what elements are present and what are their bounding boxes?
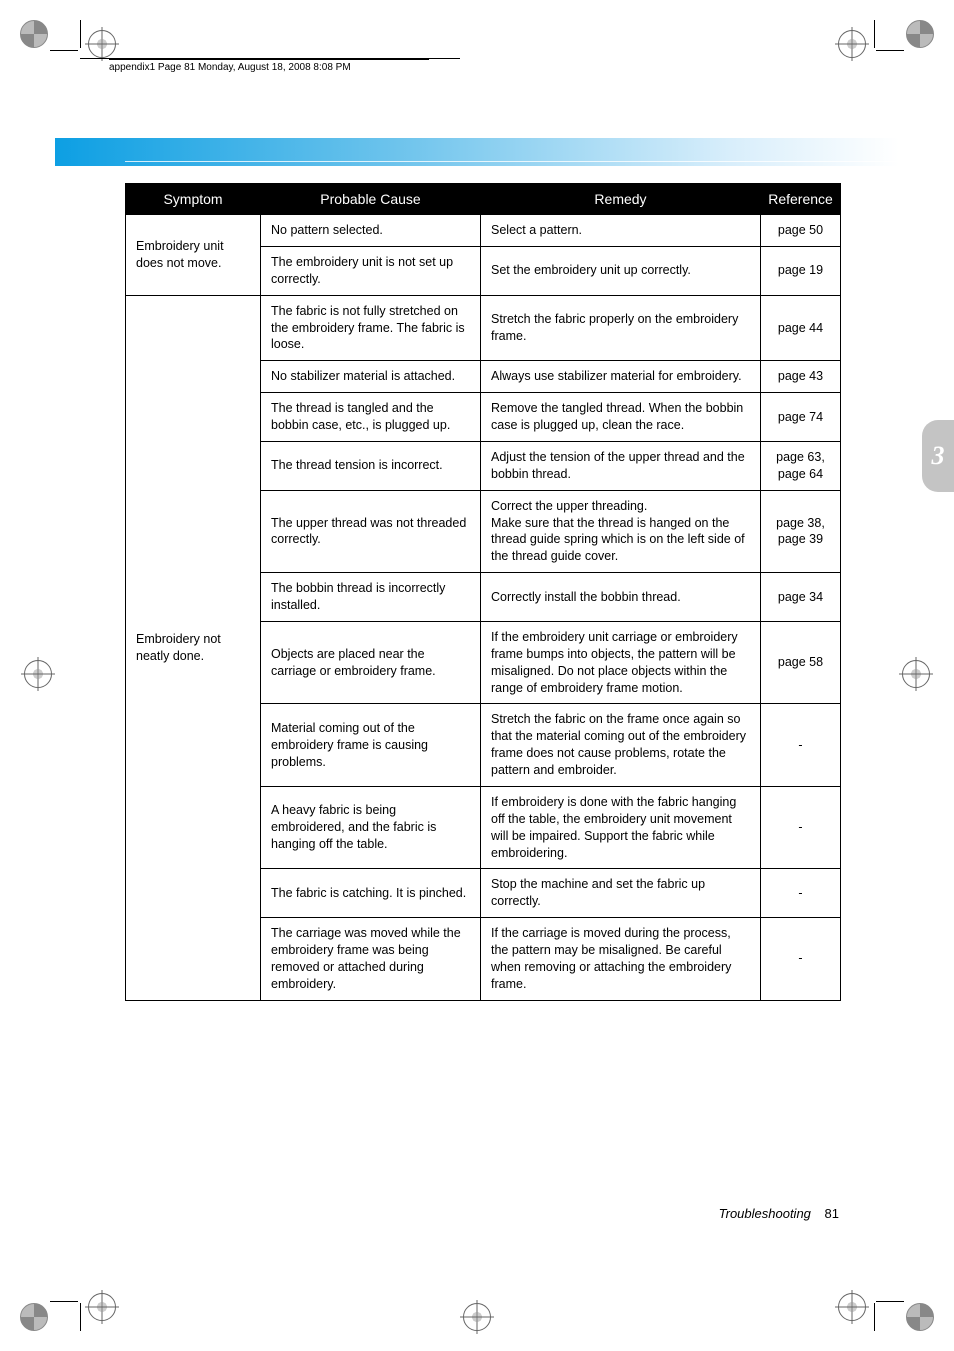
cell-cause: Material coming out of the embroidery fr… — [261, 704, 481, 787]
cell-cause: A heavy fabric is being embroidered, and… — [261, 786, 481, 869]
cell-cause: The fabric is catching. It is pinched. — [261, 869, 481, 918]
cell-ref: - — [761, 786, 841, 869]
cell-ref: page 50 — [761, 215, 841, 247]
table-row: Embroidery unit does not move. No patter… — [126, 215, 841, 247]
crop-mark-bl — [50, 1271, 110, 1331]
col-cause: Probable Cause — [261, 184, 481, 215]
table-header-row: Symptom Probable Cause Remedy Reference — [126, 184, 841, 215]
cell-remedy: Stretch the fabric on the frame once aga… — [481, 704, 761, 787]
cell-ref: page 58 — [761, 621, 841, 704]
cell-ref: page 34 — [761, 573, 841, 622]
cell-cause: No stabilizer material is attached. — [261, 361, 481, 393]
cell-symptom: Embroidery unit does not move. — [126, 215, 261, 296]
crop-mark-tr — [844, 20, 904, 80]
table-row: Embroidery not neatly done. The fabric i… — [126, 295, 841, 361]
registration-dot-tl — [20, 20, 48, 48]
cell-remedy: Correct the upper threading. Make sure t… — [481, 490, 761, 573]
cell-cause: Objects are placed near the carriage or … — [261, 621, 481, 704]
crop-mark-br — [844, 1271, 904, 1331]
cell-ref: page 63, page 64 — [761, 441, 841, 490]
page-footer: Troubleshooting 81 — [719, 1206, 839, 1221]
cell-remedy: If the carriage is moved during the proc… — [481, 918, 761, 1001]
cell-ref: page 19 — [761, 246, 841, 295]
cell-remedy: Stop the machine and set the fabric up c… — [481, 869, 761, 918]
header-gradient-bar — [55, 138, 899, 166]
cell-ref: page 74 — [761, 393, 841, 442]
col-remedy: Remedy — [481, 184, 761, 215]
cell-cause: The embroidery unit is not set up correc… — [261, 246, 481, 295]
file-header: appendix1 Page 81 Monday, August 18, 200… — [109, 59, 429, 73]
cell-cause: The upper thread was not threaded correc… — [261, 490, 481, 573]
cell-cause: The fabric is not fully stretched on the… — [261, 295, 481, 361]
registration-dot-br — [906, 1303, 934, 1331]
registration-mark-ml — [24, 660, 52, 688]
cell-remedy: Always use stabilizer material for embro… — [481, 361, 761, 393]
troubleshooting-table-wrap: Symptom Probable Cause Remedy Reference … — [125, 183, 840, 1001]
cell-ref: page 43 — [761, 361, 841, 393]
cell-remedy: Adjust the tension of the upper thread a… — [481, 441, 761, 490]
cell-ref: page 38, page 39 — [761, 490, 841, 573]
footer-page-number: 81 — [825, 1206, 839, 1221]
cell-ref: page 44 — [761, 295, 841, 361]
footer-title: Troubleshooting — [719, 1206, 811, 1221]
section-tab-number: 3 — [932, 441, 945, 471]
cell-ref: - — [761, 704, 841, 787]
cell-remedy: Select a pattern. — [481, 215, 761, 247]
registration-dot-tr — [906, 20, 934, 48]
section-tab: 3 — [922, 420, 954, 492]
table-body: Embroidery unit does not move. No patter… — [126, 215, 841, 1001]
cell-cause: The thread is tangled and the bobbin cas… — [261, 393, 481, 442]
cell-remedy: Set the embroidery unit up correctly. — [481, 246, 761, 295]
cell-cause: The carriage was moved while the embroid… — [261, 918, 481, 1001]
cell-remedy: Stretch the fabric properly on the embro… — [481, 295, 761, 361]
cell-cause: The bobbin thread is incorrectly install… — [261, 573, 481, 622]
registration-mark-mr — [902, 660, 930, 688]
cell-remedy: If the embroidery unit carriage or embro… — [481, 621, 761, 704]
cell-symptom: Embroidery not neatly done. — [126, 295, 261, 1000]
col-reference: Reference — [761, 184, 841, 215]
registration-dot-bl — [20, 1303, 48, 1331]
col-symptom: Symptom — [126, 184, 261, 215]
troubleshooting-table: Symptom Probable Cause Remedy Reference … — [125, 183, 841, 1001]
cell-remedy: If embroidery is done with the fabric ha… — [481, 786, 761, 869]
cell-ref: - — [761, 918, 841, 1001]
registration-mark-bc — [463, 1303, 491, 1331]
crop-mark-tl — [50, 20, 110, 80]
cell-remedy: Correctly install the bobbin thread. — [481, 573, 761, 622]
cell-ref: - — [761, 869, 841, 918]
cell-cause: No pattern selected. — [261, 215, 481, 247]
cell-cause: The thread tension is incorrect. — [261, 441, 481, 490]
cell-remedy: Remove the tangled thread. When the bobb… — [481, 393, 761, 442]
header-underline — [125, 161, 899, 162]
